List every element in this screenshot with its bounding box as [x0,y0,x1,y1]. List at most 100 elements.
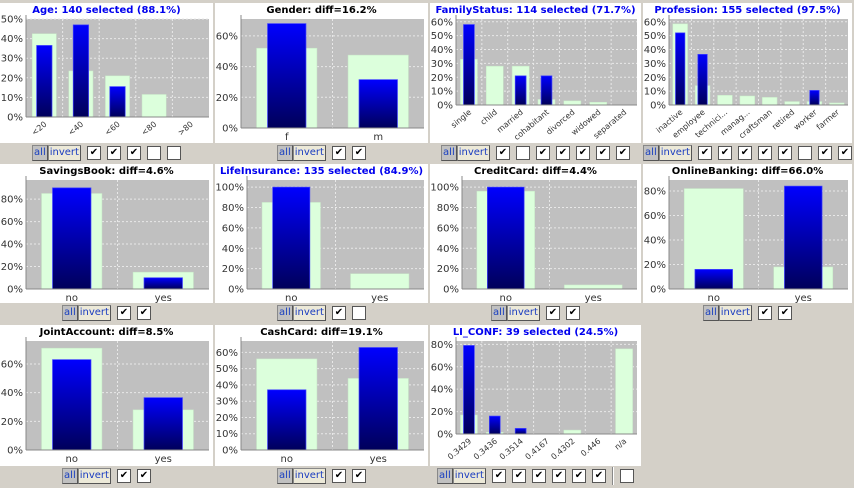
category-checkbox[interactable]: ✔ [737,145,752,160]
category-checkbox[interactable]: ✔ [126,145,141,160]
selected-bar[interactable] [267,389,307,451]
select-all-button[interactable]: all [437,468,453,484]
invert-button[interactable]: invert [292,304,326,321]
category-checkbox[interactable] [619,469,634,483]
selected-bar[interactable] [52,187,92,290]
category-checkbox[interactable]: ✔ [511,469,526,483]
select-all-button[interactable]: all [491,304,507,321]
category-checkbox[interactable]: ✔ [331,145,346,160]
category-checkbox[interactable]: ✔ [331,469,346,483]
invert-button[interactable]: invert [718,304,752,321]
overall-bar[interactable] [717,95,733,106]
familystatus-bar-chart[interactable]: 0%10%20%30%40%50%60%single childmarriedco… [430,3,641,143]
invert-button[interactable]: invert [77,304,111,321]
category-checkbox[interactable]: ✔ [116,305,131,320]
category-checkbox[interactable]: ✔ [697,145,712,160]
selected-bar[interactable] [72,24,89,118]
category-checkbox[interactable]: ✔ [777,305,792,320]
select-all-button[interactable]: all [643,144,659,161]
selected-bar[interactable] [487,186,525,290]
selected-bar[interactable] [52,359,92,451]
invert-button[interactable]: invert [456,144,490,161]
onlinebanking-bar-chart[interactable]: 0% 20% 40% 60% 80% no yes [643,164,852,303]
selected-bar[interactable] [36,45,53,118]
invert-button[interactable]: invert [506,304,540,321]
overall-bar[interactable] [762,97,778,106]
select-all-button[interactable]: all [62,468,78,484]
category-checkbox[interactable] [146,145,161,160]
cashcard-bar-chart[interactable]: 0% 10% 20% 30% 40% 50% 60% no yes [215,325,428,466]
invert-button[interactable]: invert [292,468,326,484]
selected-bar[interactable] [463,24,475,106]
overall-bar[interactable] [563,100,582,106]
category-checkbox[interactable]: ✔ [106,145,121,160]
gender-bar-chart[interactable]: 0% 20% 40% 60% f m [215,3,428,143]
category-checkbox[interactable]: ✔ [757,145,772,160]
selected-bar[interactable] [514,428,527,435]
invert-button[interactable]: invert [292,144,326,161]
category-checkbox[interactable]: ✔ [535,145,550,160]
invert-button[interactable]: invert [77,468,111,484]
selected-bar[interactable] [358,347,398,451]
overall-bar[interactable] [564,284,623,290]
category-checkbox[interactable]: ✔ [837,145,852,160]
overall-bar[interactable] [350,273,410,290]
select-all-button[interactable]: all [703,304,719,321]
savingsbook-bar-chart[interactable]: 0% 20% 40% 60% 80% no yes [0,164,213,303]
category-checkbox[interactable]: ✔ [531,469,546,483]
category-checkbox[interactable]: ✔ [571,469,586,483]
category-checkbox[interactable]: ✔ [351,145,366,160]
selected-bar[interactable] [697,54,708,106]
selected-bar[interactable] [272,186,311,290]
selected-bar[interactable] [675,32,686,106]
selected-bar[interactable] [809,90,820,106]
select-all-button[interactable]: all [62,304,78,321]
category-checkbox[interactable] [166,145,181,160]
li-conf-bar-chart[interactable]: 0%20%40%60%80%0.34290.34360.35140.41670.… [430,325,641,466]
category-checkbox[interactable]: ✔ [491,469,506,483]
invert-button[interactable]: invert [452,468,486,484]
jointaccount-bar-chart[interactable]: 0% 20% 40% 60% no yes [0,325,213,466]
select-all-button[interactable]: all [277,468,293,484]
category-checkbox[interactable]: ✔ [717,145,732,160]
selected-bar[interactable] [358,79,398,129]
profession-bar-chart[interactable]: 0%10%20%30%40%50%60%inactiveemployeetech… [643,3,852,143]
category-checkbox[interactable]: ✔ [351,469,366,483]
category-checkbox[interactable]: ✔ [116,469,131,483]
category-checkbox[interactable]: ✔ [136,305,151,320]
category-checkbox[interactable]: ✔ [817,145,832,160]
selected-bar[interactable] [143,397,183,451]
age-bar-chart[interactable]: 0% 10% 20% 30% 40% 50% <20 <40 <60 <80 >80 [0,3,213,143]
category-checkbox[interactable]: ✔ [545,305,560,320]
category-checkbox[interactable]: ✔ [591,469,606,483]
selected-bar[interactable] [694,269,733,290]
category-checkbox[interactable]: ✔ [575,145,590,160]
category-checkbox[interactable]: ✔ [565,305,580,320]
selected-bar[interactable] [514,75,527,106]
select-all-button[interactable]: all [277,304,293,321]
selected-bar[interactable] [540,75,553,106]
overall-bar[interactable] [141,94,167,118]
selected-bar[interactable] [463,345,475,435]
selected-bar[interactable] [109,86,126,118]
category-checkbox[interactable]: ✔ [551,469,566,483]
selected-bar[interactable] [267,23,307,129]
selected-bar[interactable] [143,277,183,290]
category-checkbox[interactable]: ✔ [615,145,630,160]
overall-bar[interactable] [739,95,755,106]
category-checkbox[interactable] [351,305,366,320]
category-checkbox[interactable]: ✔ [86,145,101,160]
select-all-button[interactable]: all [441,144,457,161]
category-checkbox[interactable] [797,145,812,160]
category-checkbox[interactable]: ✔ [495,145,510,160]
category-checkbox[interactable]: ✔ [757,305,772,320]
overall-bar[interactable] [486,65,504,106]
selected-bar[interactable] [784,185,823,290]
select-all-button[interactable]: all [32,144,48,161]
overall-bar[interactable] [615,348,633,435]
creditcard-bar-chart[interactable]: 0% 20% 40% 60% 80% 100% no yes [430,164,641,303]
overall-bar[interactable] [563,429,582,435]
category-checkbox[interactable]: ✔ [555,145,570,160]
category-checkbox[interactable]: ✔ [136,469,151,483]
category-checkbox[interactable]: ✔ [331,305,346,320]
